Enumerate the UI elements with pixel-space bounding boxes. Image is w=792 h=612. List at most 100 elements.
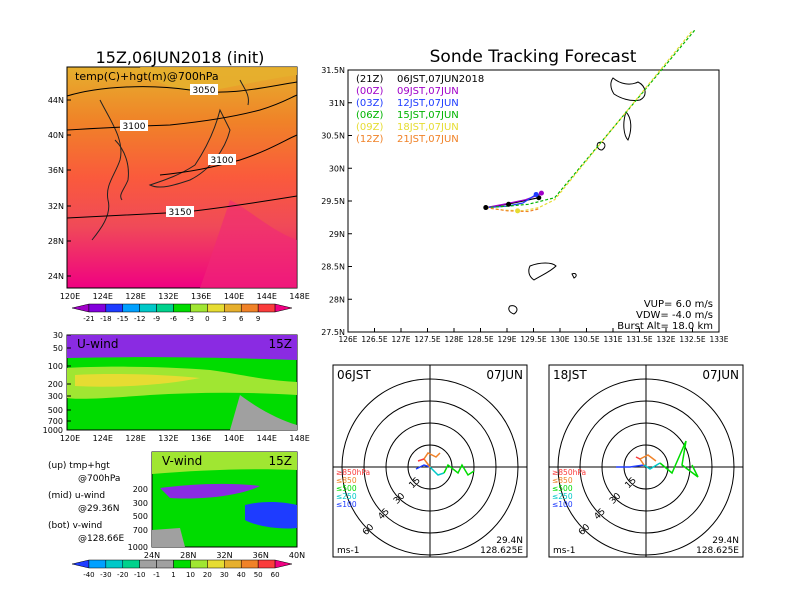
y-tick-label: 29N	[329, 230, 345, 239]
lat-tick-label: 28N	[180, 551, 196, 560]
island-outline	[623, 111, 632, 141]
hodograph-time: 06JST	[337, 368, 371, 382]
left-title: 15Z,06JUN2018 (init)	[96, 48, 265, 67]
colorbar-label: 10	[186, 571, 195, 579]
temp-colorbar: -21 -18 -15 -12 -9 -6 -3 0 3 6 9	[71, 303, 293, 323]
legend-code: (00Z)	[356, 86, 383, 97]
hodograph-trace	[659, 440, 699, 478]
colorbar-label: -6	[170, 315, 178, 323]
y-tick-label: 30.5N	[321, 132, 345, 141]
hodograph-trace	[443, 463, 475, 477]
island-outline	[508, 305, 518, 315]
lon-tick-label: 136E	[191, 434, 211, 443]
temp-map-lon-ticks: 120E 124E 128E 132E 136E 140E 144E 148E	[60, 292, 310, 301]
legend-text: 15JST,07JUN	[397, 110, 459, 121]
contour-label-3100: 3100	[211, 156, 234, 166]
vwind-blue	[245, 501, 297, 529]
hodograph-lat: 29.4N	[712, 536, 739, 546]
lon-tick-label: 124E	[93, 292, 113, 301]
uwind-gray	[230, 395, 297, 430]
temp-map: 3050 3100 3100 3150 temp(C)+hgt(m)@700hP…	[66, 66, 298, 289]
map-label: temp(C)+hgt(m)@700hPa	[75, 70, 219, 83]
lon-tick-label: 132E	[158, 434, 178, 443]
lon-tick-label: 124E	[93, 434, 113, 443]
hodograph-date: 07JUN	[486, 368, 523, 382]
p-tick-label: 700	[48, 417, 63, 426]
level-label: ≥850hPa	[336, 468, 370, 477]
hodograph-trace	[638, 454, 657, 466]
track-series-line	[485, 30, 696, 209]
track-marker	[506, 201, 512, 207]
p-tick-label: 500	[133, 512, 148, 521]
colorbar-label: 6	[239, 315, 244, 323]
note-mid-lat: @29.36N	[78, 504, 120, 514]
p-tick-label: 30	[53, 331, 63, 340]
note-bot: (bot) v-wind	[48, 521, 102, 531]
legend-code: (21Z)	[356, 74, 383, 85]
p-tick-label: 100	[48, 362, 63, 371]
vwind-lightgreen	[152, 452, 297, 474]
lon-tick-label: 140E	[224, 434, 244, 443]
lon-tick-label: 128E	[125, 292, 145, 301]
x-tick-label: 128.5E	[467, 335, 493, 344]
colorbar-label: -20	[117, 571, 128, 579]
y-tick-label: 28N	[329, 295, 345, 304]
colorbar-label: 9	[256, 315, 260, 323]
hodograph-unit: ms-1	[553, 546, 575, 556]
colorbar-label: 0	[205, 315, 209, 323]
level-label: ≤250	[552, 492, 573, 501]
lon-tick-label: 148E	[289, 434, 309, 443]
lat-tick-label: 36N	[253, 551, 269, 560]
level-label: ≤500	[336, 484, 357, 493]
x-tick-label: 131.5E	[626, 335, 652, 344]
uwind-label: U-wind	[77, 337, 118, 351]
contour-label-bg	[208, 154, 236, 165]
p-tick-label: 1000	[43, 426, 63, 435]
uwind-purple	[67, 335, 297, 360]
colorbar-swatch	[224, 303, 242, 313]
colorbar-swatch	[274, 303, 293, 313]
note-mid: (mid) u-wind	[48, 491, 105, 501]
lat-tick-label: 28N	[48, 237, 64, 246]
colorbar-swatch	[207, 303, 225, 313]
vwind-gray	[152, 528, 185, 547]
lat-tick-label: 44N	[48, 96, 64, 105]
coastline-korea	[114, 139, 129, 201]
colorbar-swatch	[224, 559, 242, 569]
lon-tick-label: 120E	[60, 434, 80, 443]
info-vup: VUP= 6.0 m/s	[644, 299, 713, 310]
colorbar-label: -1	[153, 571, 160, 579]
p-tick-label: 700	[133, 526, 148, 535]
island-outline	[528, 262, 557, 281]
uwind-time: 15Z	[269, 337, 293, 351]
colorbar-swatch	[173, 559, 191, 569]
legend-text: 21JST,07JUN	[397, 134, 459, 145]
x-tick-label: 131E	[603, 335, 622, 344]
legend-text: 12JST,07JUN	[397, 98, 459, 109]
colorbar-label: 3	[222, 315, 226, 323]
colorbar-swatch	[122, 303, 140, 313]
colorbar-swatch	[71, 559, 90, 569]
colorbar-swatch	[156, 303, 174, 313]
notes: (up) tmp+hgt @700hPa (mid) u-wind @29.36…	[48, 461, 124, 544]
coastline-hokkaido	[239, 79, 249, 106]
level-label: ≤850	[552, 476, 573, 485]
contour-label-3050: 3050	[193, 86, 216, 96]
p-tick-label: 50	[53, 344, 63, 353]
lon-tick-label: 148E	[289, 292, 309, 301]
track-islands	[508, 77, 646, 315]
colorbar-label: -12	[134, 315, 145, 323]
info-vdw: VDW= -4.0 m/s	[636, 310, 713, 321]
hodograph-trace	[429, 466, 445, 476]
warm-band	[200, 200, 297, 288]
colorbar-swatch	[139, 303, 157, 313]
uwind-yellow	[75, 374, 200, 387]
x-tick-label: 128E	[444, 335, 463, 344]
x-tick-label: 133E	[709, 335, 728, 344]
colorbar-swatch	[88, 559, 107, 569]
chart-title: Sonde Tracking Forecast	[430, 47, 637, 67]
vwind-p-ticks: 200 300 500 700 1000	[128, 485, 148, 552]
hodograph-trace	[415, 464, 431, 470]
y-tick-label: 29.5N	[321, 197, 345, 206]
x-tick-label: 132.5E	[679, 335, 705, 344]
